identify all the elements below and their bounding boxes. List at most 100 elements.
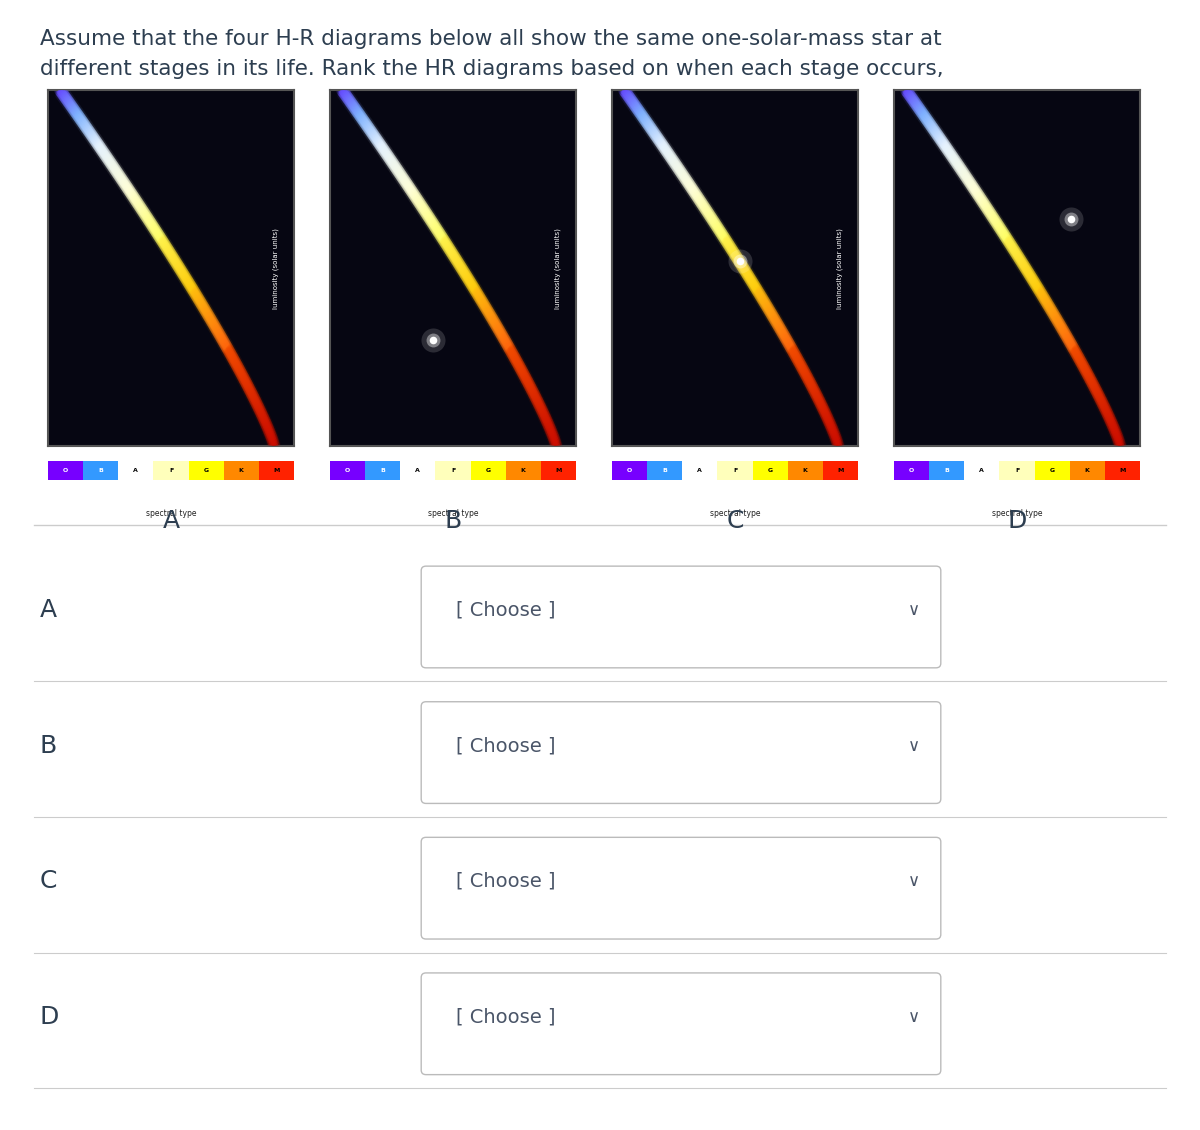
Point bbox=[127, 183, 146, 201]
Point bbox=[215, 334, 234, 353]
Point bbox=[481, 306, 500, 324]
Point bbox=[994, 217, 1013, 235]
Point bbox=[938, 131, 958, 149]
Point bbox=[700, 195, 719, 214]
Point bbox=[358, 118, 377, 136]
Point bbox=[464, 271, 484, 289]
Point bbox=[1086, 372, 1105, 390]
Point bbox=[358, 116, 377, 134]
Point bbox=[637, 107, 656, 125]
Point bbox=[54, 86, 73, 104]
Point bbox=[157, 228, 176, 246]
Point bbox=[1100, 409, 1120, 427]
Point bbox=[89, 137, 108, 155]
Point bbox=[904, 81, 923, 99]
Point bbox=[1072, 350, 1091, 368]
Point bbox=[914, 116, 934, 134]
Point bbox=[462, 269, 481, 287]
Point bbox=[623, 89, 642, 107]
Point bbox=[628, 107, 647, 125]
Point bbox=[337, 81, 356, 99]
Point bbox=[504, 338, 523, 356]
Point bbox=[1046, 316, 1066, 334]
Point bbox=[1007, 253, 1026, 271]
Point bbox=[714, 237, 733, 255]
Point bbox=[428, 219, 448, 237]
Point bbox=[440, 241, 460, 259]
Point bbox=[965, 184, 984, 202]
Point bbox=[614, 81, 634, 99]
Point bbox=[59, 89, 78, 107]
Point bbox=[92, 141, 112, 159]
Point bbox=[946, 153, 965, 171]
Point bbox=[84, 139, 103, 157]
Point bbox=[104, 153, 124, 171]
Point bbox=[919, 114, 938, 132]
Point bbox=[130, 208, 149, 226]
Point bbox=[815, 403, 834, 421]
Point bbox=[354, 112, 373, 130]
Point bbox=[978, 200, 997, 218]
Point bbox=[697, 195, 716, 214]
Point bbox=[242, 384, 262, 402]
Point bbox=[1076, 374, 1096, 392]
Point bbox=[1105, 420, 1124, 438]
Point bbox=[366, 129, 385, 147]
Point bbox=[709, 224, 728, 242]
Point bbox=[931, 131, 950, 149]
Point bbox=[725, 255, 744, 273]
Point bbox=[810, 400, 829, 418]
Point bbox=[252, 405, 271, 423]
Point bbox=[1097, 406, 1116, 424]
Point bbox=[673, 166, 692, 184]
Point bbox=[772, 332, 791, 350]
Point bbox=[58, 94, 77, 112]
Point bbox=[616, 93, 635, 111]
Point bbox=[533, 406, 552, 424]
Point bbox=[120, 181, 139, 199]
Point bbox=[936, 138, 955, 156]
Point bbox=[168, 263, 187, 281]
Point bbox=[616, 82, 635, 101]
Point bbox=[110, 167, 130, 185]
Point bbox=[918, 111, 937, 129]
Point bbox=[534, 396, 553, 414]
Point bbox=[522, 375, 541, 393]
Point bbox=[906, 97, 925, 115]
Point bbox=[804, 381, 823, 399]
Point bbox=[361, 121, 380, 139]
Point bbox=[950, 148, 970, 166]
Point bbox=[1075, 360, 1094, 379]
Point bbox=[493, 321, 512, 339]
Point bbox=[774, 325, 793, 344]
Point bbox=[53, 95, 72, 113]
Point bbox=[466, 278, 485, 296]
Point bbox=[719, 236, 738, 254]
Point bbox=[178, 272, 197, 290]
Point bbox=[784, 342, 803, 360]
Point bbox=[907, 96, 926, 114]
Point bbox=[338, 97, 358, 115]
Point bbox=[235, 372, 254, 390]
Point bbox=[408, 191, 427, 209]
Point bbox=[247, 396, 266, 414]
Point bbox=[215, 334, 234, 353]
Point bbox=[926, 123, 946, 141]
Point bbox=[1004, 252, 1024, 270]
Point bbox=[528, 401, 547, 419]
Point bbox=[911, 94, 930, 112]
Point bbox=[433, 241, 452, 259]
Point bbox=[722, 242, 742, 260]
Point bbox=[208, 332, 227, 350]
Point bbox=[72, 111, 91, 129]
Point bbox=[1078, 372, 1097, 390]
Point bbox=[1109, 425, 1128, 443]
Point bbox=[769, 322, 788, 340]
Point bbox=[736, 272, 755, 290]
Point bbox=[668, 156, 688, 174]
Bar bbox=[823, 461, 858, 480]
Point bbox=[134, 207, 154, 225]
Point bbox=[822, 432, 841, 450]
Point bbox=[815, 410, 834, 428]
Point bbox=[978, 197, 997, 215]
